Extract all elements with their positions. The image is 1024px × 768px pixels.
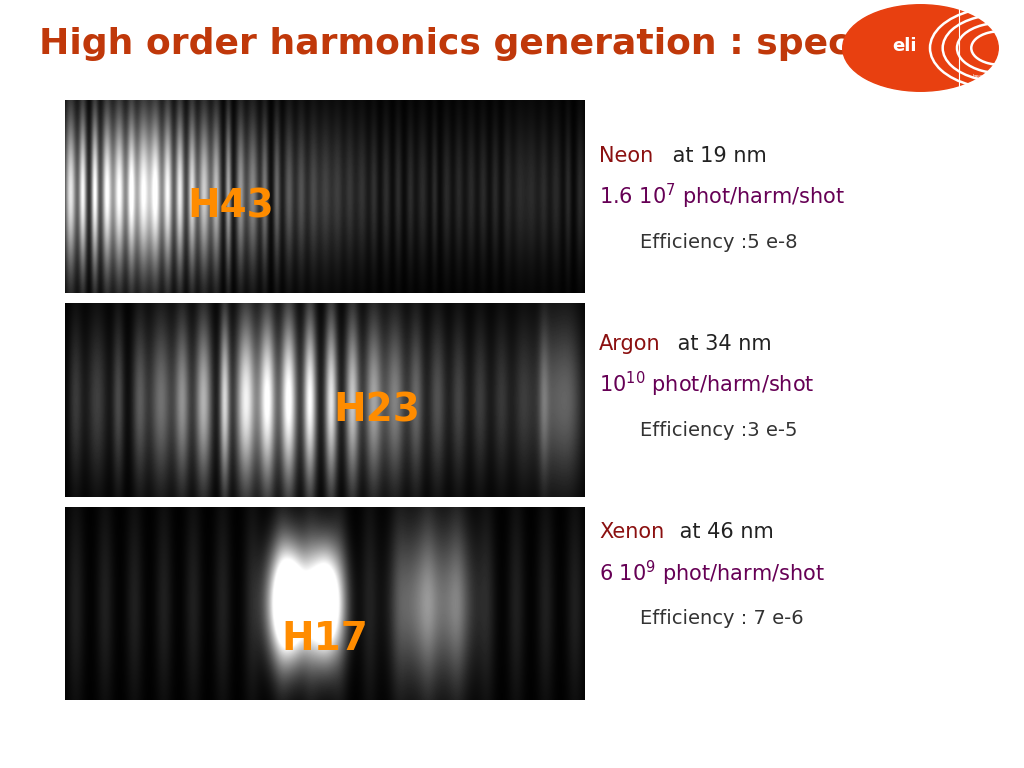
Text: High order harmonics generation : spectra: High order harmonics generation : spectr… — [39, 27, 909, 61]
Circle shape — [843, 5, 998, 91]
Text: at 46 nm: at 46 nm — [673, 522, 773, 542]
Text: Xenon: Xenon — [599, 522, 665, 542]
Text: H17: H17 — [282, 620, 368, 658]
Text: Efficiency :5 e-8: Efficiency :5 e-8 — [640, 233, 798, 252]
Text: at 34 nm: at 34 nm — [671, 334, 771, 354]
Text: eli: eli — [892, 37, 916, 55]
Text: H43: H43 — [187, 188, 274, 226]
Text: beamlines: beamlines — [973, 74, 1001, 79]
Text: Argon: Argon — [599, 334, 660, 354]
Text: 6 10$^{9}$ phot/harm/shot: 6 10$^{9}$ phot/harm/shot — [599, 558, 825, 588]
Text: Efficiency : 7 e-6: Efficiency : 7 e-6 — [640, 609, 804, 628]
Text: at 19 nm: at 19 nm — [666, 146, 766, 166]
Text: 10$^{10}$ phot/harm/shot: 10$^{10}$ phot/harm/shot — [599, 370, 814, 399]
Text: H23: H23 — [333, 392, 420, 429]
Text: Neon: Neon — [599, 146, 653, 166]
Text: 1.6 10$^{7}$ phot/harm/shot: 1.6 10$^{7}$ phot/harm/shot — [599, 182, 845, 211]
Text: Efficiency :3 e-5: Efficiency :3 e-5 — [640, 421, 798, 440]
